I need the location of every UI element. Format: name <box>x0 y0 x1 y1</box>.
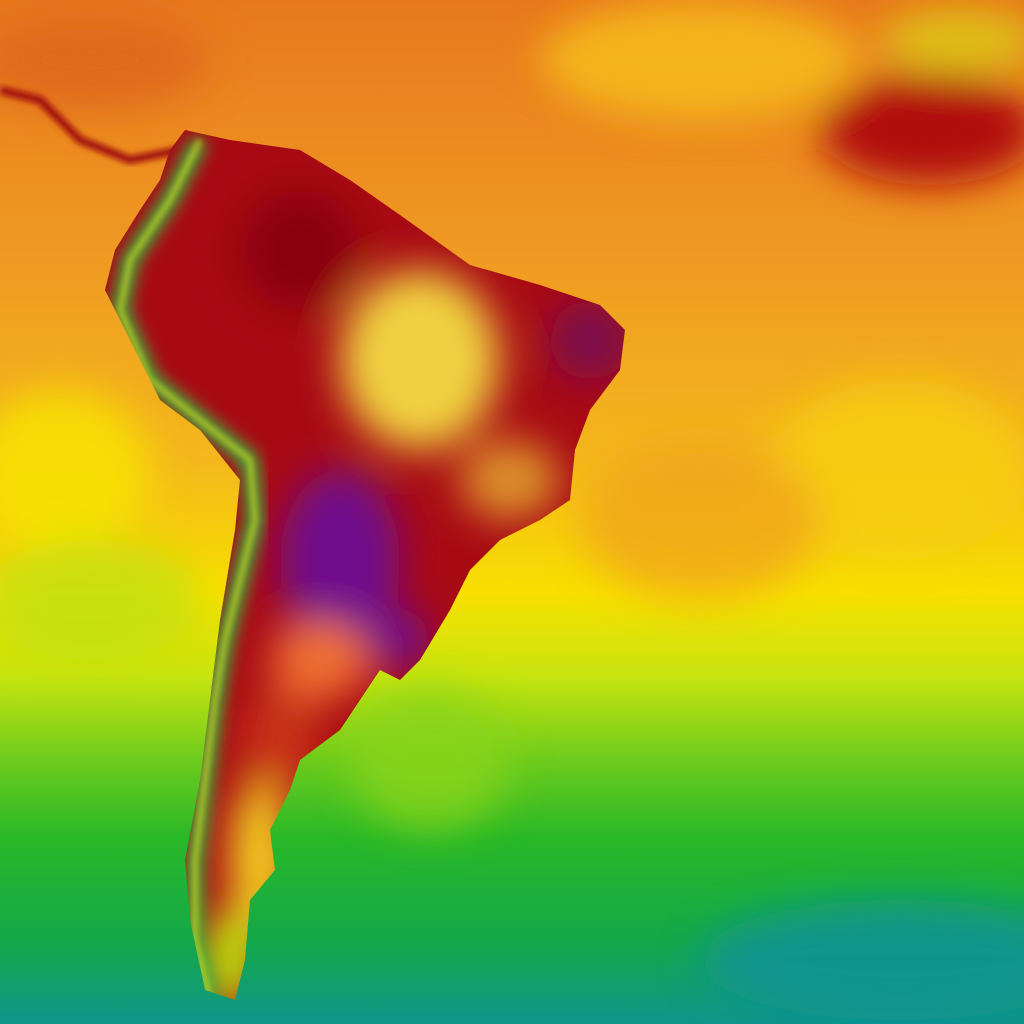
central-america <box>0 86 181 165</box>
